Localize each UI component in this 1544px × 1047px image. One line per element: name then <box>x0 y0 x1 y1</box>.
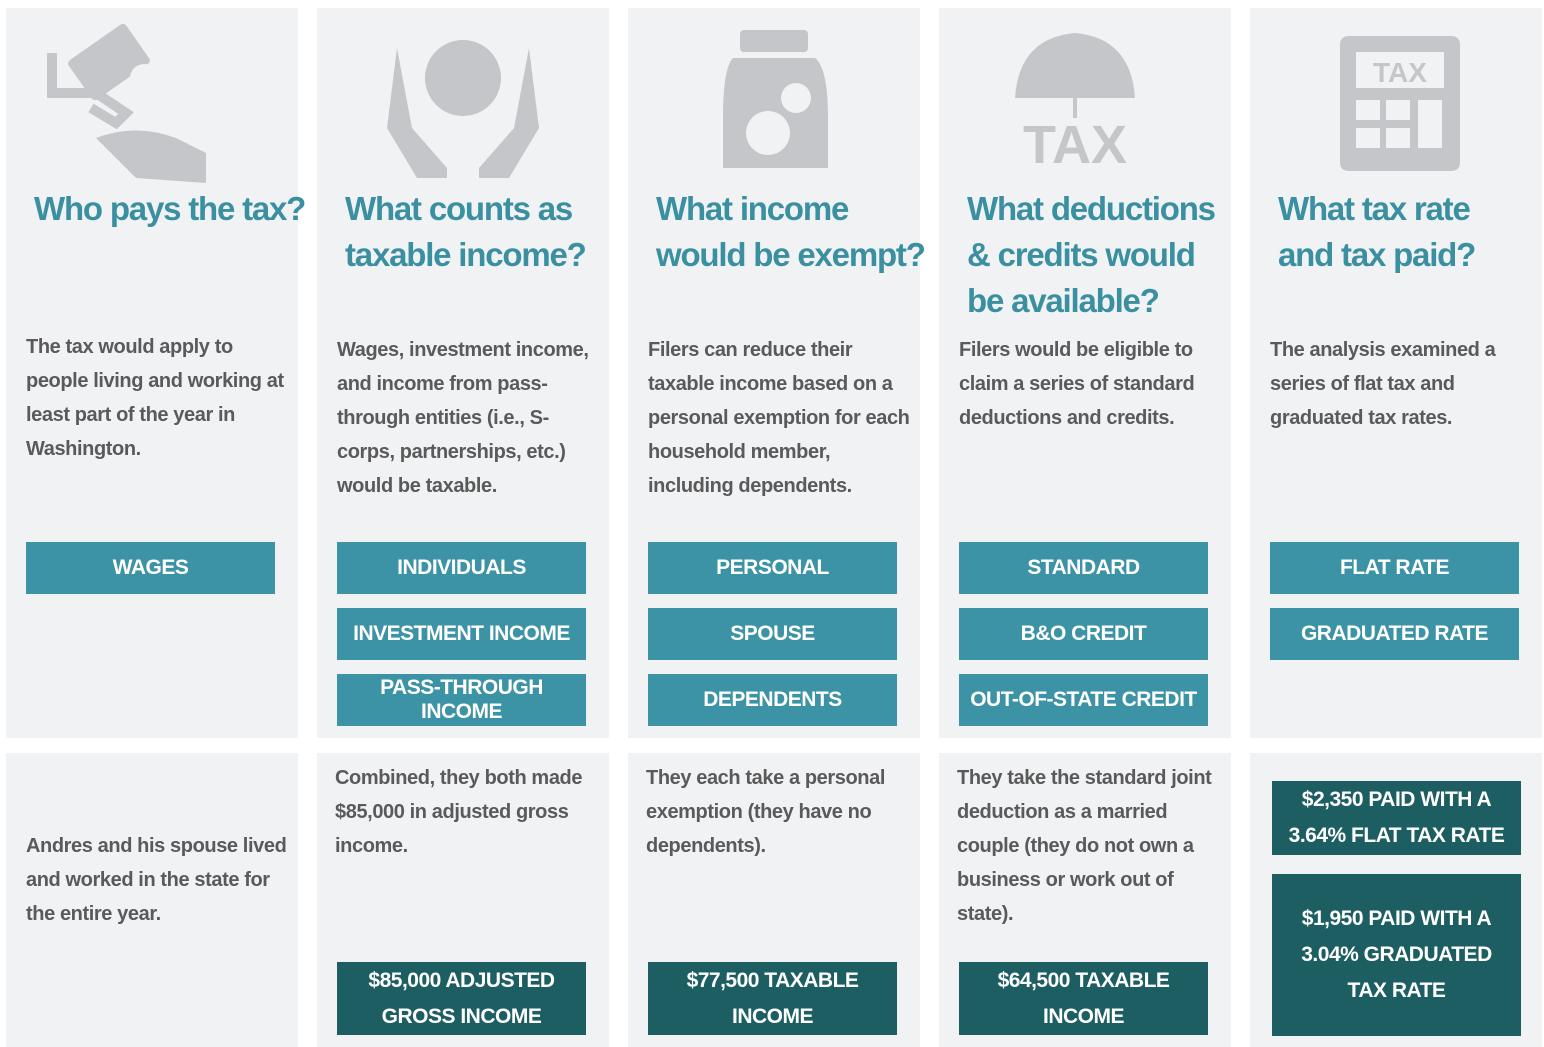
example-card: $2,350 PAID WITH A 3.64% FLAT TAX RATE $1… <box>1250 753 1542 1047</box>
category-tag: DEPENDENTS <box>648 674 897 726</box>
example-text: They each take a personal exemption (the… <box>646 767 886 857</box>
column-title: Who pays the tax? <box>34 186 306 232</box>
category-tag: PASS-THROUGH INCOME <box>337 674 586 726</box>
category-tag: PERSONAL <box>648 542 897 594</box>
column-card: What income would be exempt? Filers can re… <box>628 8 926 738</box>
category-tag: SPOUSE <box>648 608 897 660</box>
result-box: $77,500 TAXABLE INCOME <box>648 962 897 1035</box>
column-title: What counts as taxable income? <box>345 186 587 278</box>
result-box: $2,350 PAID WITH A 3.64% FLAT TAX RATE <box>1272 781 1521 855</box>
column-card: What counts as taxable income? Wages, inve… <box>317 8 609 738</box>
icon <box>723 30 828 168</box>
column-card: TAX What deductions & credits would be avai… <box>939 8 1231 738</box>
example-card: They take the standard joint deduction a… <box>939 753 1231 1047</box>
result-box: $85,000 ADJUSTED GROSS INCOME <box>337 962 586 1035</box>
category-tag: OUT-OF-STATE CREDIT <box>959 674 1208 726</box>
title-line: What income <box>656 190 849 227</box>
example-card: Combined, they both made $85,000 in adju… <box>317 753 609 1047</box>
category-tag: INVESTMENT INCOME <box>337 608 586 660</box>
column-card: Who pays the tax? The tax would apply to … <box>6 8 306 738</box>
category-tag: INDIVIDUALS <box>337 542 586 594</box>
title-line: be available? <box>967 282 1160 319</box>
category-tag: B&O CREDIT <box>959 608 1208 660</box>
column-description: Filers can reduce their taxable income b… <box>648 339 910 497</box>
column-title: What tax rate and tax paid? <box>1278 186 1476 278</box>
category-tag: GRADUATED RATE <box>1270 608 1519 660</box>
column-title: What income would be exempt? <box>656 186 926 278</box>
icon <box>47 23 206 183</box>
title-line: What counts as <box>345 190 573 227</box>
title-line: Who pays the tax? <box>34 190 306 227</box>
category-tag: WAGES <box>26 542 275 594</box>
column-description: Wages, investment income, and income fro… <box>337 339 589 497</box>
result-box: $1,950 PAID WITH A 3.04% GRADUATED TAX R… <box>1272 874 1521 1036</box>
column-title: What deductions & credits would be availab… <box>967 186 1216 324</box>
example-card: Andres and his spouse lived and worked i… <box>6 753 298 1047</box>
title-line: What deductions <box>967 190 1216 227</box>
title-line: taxable income? <box>345 236 587 273</box>
example-text: They take the standard joint deduction a… <box>957 767 1212 925</box>
title-line: What tax rate <box>1278 190 1471 227</box>
category-tag: FLAT RATE <box>1270 542 1519 594</box>
column-description: The tax would apply to people living and… <box>26 336 284 460</box>
column-description: The analysis examined a series of flat t… <box>1270 339 1496 429</box>
icon-text: TAX <box>1023 115 1127 175</box>
icon-text: TAX <box>1373 57 1427 88</box>
icon: TAX <box>1015 33 1135 175</box>
title-line: and tax paid? <box>1278 236 1476 273</box>
icon <box>387 40 539 178</box>
title-line: would be exempt? <box>656 236 926 273</box>
column-description: Filers would be eligible to claim a seri… <box>959 339 1195 429</box>
column-card: TAX What tax rate and tax paid? The analysi… <box>1250 8 1542 738</box>
example-text: Andres and his spouse lived and worked i… <box>26 835 287 925</box>
example-card: They each take a personal exemption (the… <box>628 753 920 1047</box>
example-text: Combined, they both made $85,000 in adju… <box>335 767 583 857</box>
category-tag: STANDARD <box>959 542 1208 594</box>
icon: TAX <box>1340 36 1460 171</box>
result-box: $64,500 TAXABLE INCOME <box>959 962 1208 1035</box>
title-line: & credits would <box>967 236 1196 273</box>
